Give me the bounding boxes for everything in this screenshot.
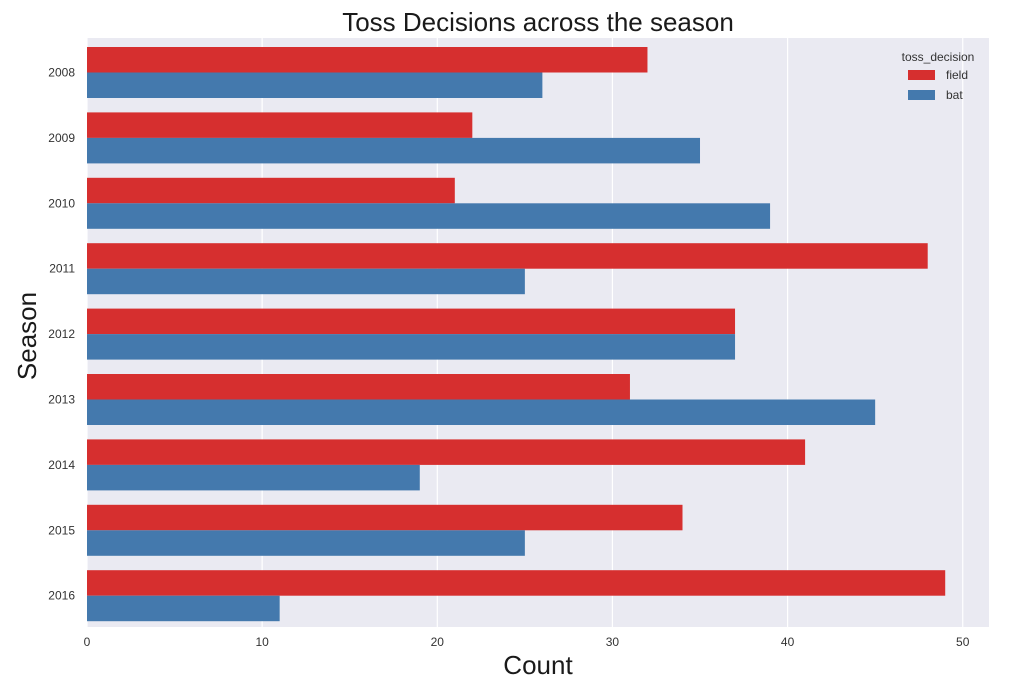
chart-title: Toss Decisions across the season	[342, 7, 734, 37]
bar-field-2012	[87, 308, 736, 335]
bar-field-2013	[87, 374, 630, 400]
bar-field-2008	[87, 47, 648, 73]
x-axis-label: Count	[503, 650, 573, 680]
bar-bat-2014	[87, 464, 420, 491]
x-tick-label-40: 40	[781, 635, 795, 649]
legend-swatch-field	[908, 70, 935, 80]
y-tick-label-2013: 2013	[48, 393, 75, 407]
x-tick-label-0: 0	[84, 635, 91, 649]
y-tick-label-2011: 2011	[49, 262, 75, 276]
bar-field-2010	[87, 177, 455, 204]
legend-label-field: field	[946, 68, 968, 82]
bar-bat-2010	[87, 203, 771, 229]
legend-label-bat: bat	[946, 88, 963, 102]
x-tick-label-20: 20	[431, 635, 445, 649]
y-tick-label-2008: 2008	[48, 66, 75, 80]
x-tick-label-30: 30	[606, 635, 620, 649]
y-tick-label-2014: 2014	[48, 458, 75, 472]
x-tick-label-10: 10	[255, 635, 269, 649]
y-tick-label-2010: 2010	[48, 196, 75, 210]
y-tick-label-2016: 2016	[48, 589, 75, 603]
bar-bat-2013	[87, 399, 876, 425]
y-tick-label-2009: 2009	[48, 131, 75, 145]
bar-bat-2011	[87, 268, 525, 295]
bar-field-2015	[87, 504, 683, 531]
y-tick-label-2012: 2012	[48, 327, 75, 341]
legend-title: toss_decision	[902, 50, 975, 64]
y-tick-label-2015: 2015	[48, 523, 75, 537]
bar-field-2009	[87, 112, 473, 138]
legend: toss_decision field bat	[902, 50, 975, 102]
x-tick-label-50: 50	[956, 635, 970, 649]
x-ticks: 0 10 20 30 40 50	[84, 635, 970, 649]
bar-field-2014	[87, 439, 806, 465]
bar-field-2016	[87, 570, 946, 596]
y-ticks: 2008 2009 2010 2011 2012 2013 2014 2015 2016	[48, 66, 75, 603]
bar-bat-2009	[87, 137, 701, 164]
bar-bat-2012	[87, 334, 736, 360]
bar-bat-2016	[87, 595, 280, 622]
bar-bat-2015	[87, 530, 525, 556]
bar-bat-2008	[87, 72, 543, 98]
y-axis-label: Season	[12, 292, 42, 380]
legend-swatch-bat	[908, 90, 935, 100]
bars	[87, 47, 946, 622]
bar-field-2011	[87, 243, 928, 269]
